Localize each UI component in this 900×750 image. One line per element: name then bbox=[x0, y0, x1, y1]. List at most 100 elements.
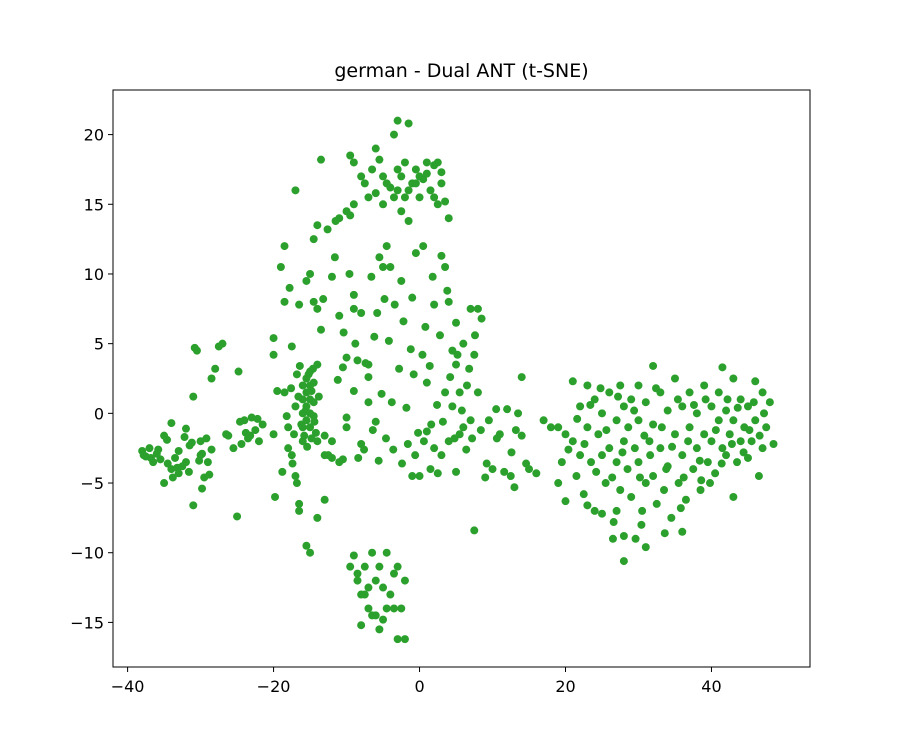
scatter-point bbox=[466, 304, 475, 313]
scatter-point bbox=[511, 426, 520, 435]
scatter-point bbox=[320, 495, 329, 504]
scatter-point bbox=[554, 479, 563, 488]
scatter-point bbox=[397, 172, 406, 181]
chart-title: german - Dual ANT (t-SNE) bbox=[334, 60, 588, 82]
scatter-point bbox=[292, 479, 301, 488]
scatter-point bbox=[546, 423, 555, 432]
scatter-point bbox=[280, 388, 289, 397]
scatter-point bbox=[371, 417, 380, 426]
scatter-point bbox=[384, 336, 393, 345]
scatter-point bbox=[306, 548, 315, 557]
scatter-point bbox=[313, 221, 322, 230]
scatter-point bbox=[174, 446, 183, 455]
scatter-point bbox=[435, 331, 444, 340]
scatter-point bbox=[411, 249, 420, 258]
scatter-point bbox=[364, 373, 373, 382]
scatter-point bbox=[346, 151, 355, 160]
scatter-point bbox=[685, 423, 694, 432]
scatter-point bbox=[282, 412, 291, 421]
scatter-point bbox=[462, 381, 471, 390]
scatter-point bbox=[561, 430, 570, 439]
scatter-point bbox=[506, 472, 515, 481]
scatter-point bbox=[743, 402, 752, 411]
scatter-point bbox=[308, 364, 317, 373]
scatter-point bbox=[645, 437, 654, 446]
scatter-point bbox=[657, 423, 666, 432]
scatter-point bbox=[443, 286, 452, 295]
scatter-point bbox=[399, 317, 408, 326]
scatter-point bbox=[302, 541, 311, 550]
scatter-point bbox=[747, 437, 756, 446]
scatter-point bbox=[576, 451, 585, 460]
scatter-point bbox=[422, 427, 431, 436]
scatter-point bbox=[510, 483, 519, 492]
scatter-point bbox=[514, 409, 523, 418]
scatter-point bbox=[339, 328, 348, 337]
scatter-point bbox=[377, 389, 386, 398]
scatter-point bbox=[190, 343, 199, 352]
scatter-point bbox=[375, 625, 384, 634]
scatter-point bbox=[390, 300, 399, 309]
scatter-point bbox=[333, 375, 342, 384]
scatter-point bbox=[718, 444, 727, 453]
y-tick-label: −15 bbox=[70, 613, 104, 632]
scatter-point bbox=[437, 451, 446, 460]
scatter-point bbox=[678, 402, 687, 411]
scatter-point bbox=[387, 398, 396, 407]
scatter-point bbox=[678, 527, 687, 536]
scatter-point bbox=[353, 356, 362, 365]
scatter-point bbox=[453, 350, 462, 359]
scatter-point bbox=[335, 458, 344, 467]
scatter-point bbox=[749, 398, 758, 407]
scatter-point bbox=[689, 465, 698, 474]
scatter-point bbox=[660, 529, 669, 538]
scatter-point bbox=[411, 451, 420, 460]
scatter-point bbox=[769, 440, 778, 449]
scatter-point bbox=[154, 445, 163, 454]
scatter-point bbox=[631, 534, 640, 543]
scatter-point bbox=[234, 367, 243, 376]
scatter-point bbox=[758, 388, 767, 397]
x-tick-label: 0 bbox=[414, 677, 424, 696]
scatter-point bbox=[430, 300, 439, 309]
scatter-point bbox=[285, 283, 294, 292]
scatter-point bbox=[557, 458, 566, 467]
scatter-point bbox=[476, 426, 485, 435]
scatter-point bbox=[287, 384, 296, 393]
scatter-point bbox=[743, 453, 752, 462]
scatter-point bbox=[168, 473, 177, 482]
scatter-point bbox=[309, 378, 318, 387]
scatter-point bbox=[181, 458, 190, 467]
scatter-point bbox=[309, 398, 318, 407]
scatter-point bbox=[590, 506, 599, 515]
scatter-point bbox=[284, 444, 293, 453]
scatter-point bbox=[160, 479, 169, 488]
scatter-point bbox=[349, 387, 358, 396]
scatter-point bbox=[246, 431, 255, 440]
scatter-point bbox=[237, 440, 246, 449]
scatter-point bbox=[411, 165, 420, 174]
scatter-point bbox=[674, 479, 683, 488]
scatter-point bbox=[470, 350, 479, 359]
scatter-point bbox=[605, 444, 614, 453]
scatter-point bbox=[711, 426, 720, 435]
scatter-point bbox=[353, 569, 362, 578]
x-tick-label: −20 bbox=[257, 677, 291, 696]
scatter-point bbox=[290, 430, 299, 439]
scatter-point bbox=[576, 402, 585, 411]
scatter-point bbox=[492, 434, 501, 443]
scatter-point bbox=[448, 402, 457, 411]
scatter-point bbox=[596, 384, 605, 393]
scatter-point bbox=[422, 378, 431, 387]
scatter-point bbox=[306, 269, 315, 278]
scatter-point bbox=[612, 416, 621, 425]
scatter-point bbox=[368, 426, 377, 435]
scatter-point bbox=[198, 449, 207, 458]
scatter-point bbox=[630, 444, 639, 453]
scatter-point bbox=[360, 562, 369, 571]
scatter-point bbox=[371, 189, 380, 198]
scatter-point bbox=[426, 186, 435, 195]
scatter-point bbox=[419, 437, 428, 446]
scatter-point bbox=[444, 297, 453, 306]
scatter-point bbox=[229, 444, 238, 453]
